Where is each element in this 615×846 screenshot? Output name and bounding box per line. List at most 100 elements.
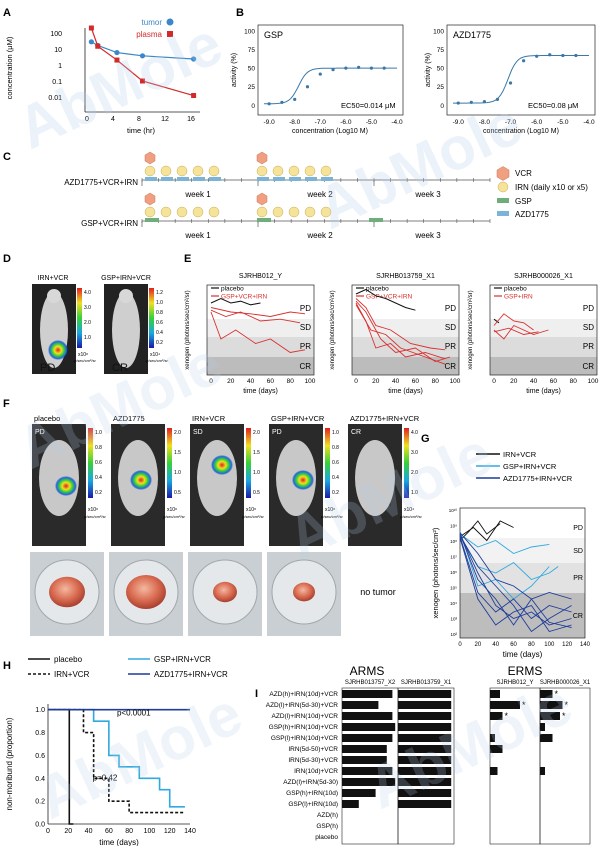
c-azd-dose	[193, 177, 205, 181]
e-treated-line	[493, 324, 549, 340]
i-bar	[398, 734, 452, 742]
c-irn-dose	[288, 165, 300, 177]
i-bar	[540, 712, 560, 720]
f-scale-tick: 0.6	[332, 460, 339, 466]
e-zone-pr	[490, 337, 597, 357]
b-gsp-xtick: -7.0	[315, 119, 327, 126]
c-irn-dose	[272, 165, 284, 177]
g-legend-label: AZD1775+IRN+VCR	[503, 474, 573, 483]
b-azd-xtick: -7.0	[505, 119, 517, 126]
c-irn-dose	[144, 206, 156, 218]
h-xtick: 20	[64, 828, 72, 835]
i-bar	[398, 701, 452, 709]
i-star: *	[505, 711, 509, 721]
b-gsp-ytick: 100	[244, 29, 255, 36]
c-irn-dose	[304, 206, 316, 218]
panel-i-label: I	[255, 688, 258, 700]
b-azd-fit-curve	[453, 55, 589, 104]
b-gsp-xtick: -6.0	[340, 119, 352, 126]
e-treated-line	[493, 327, 539, 335]
panel-b-azd-chart: AZD1775 EC50=0.08 μM activity (%) concen…	[425, 24, 596, 135]
h-ytick: 0.8	[35, 730, 45, 737]
a-point-tumor	[191, 56, 197, 62]
panel-i-charts: AZD(h)+IRN(10d)+VCR AZD(l)+IRN(5d-30)+VCR…	[266, 680, 591, 845]
h-ytick: 1.0	[35, 707, 45, 714]
i-bar	[490, 734, 495, 742]
f-response: CR	[351, 429, 361, 436]
c-irn-dose	[320, 206, 332, 218]
i-frame	[539, 687, 591, 845]
f-scale-tick: 2.0	[411, 470, 418, 476]
e-ylabel: xenogen (photons/sec/cm²/sr)	[468, 290, 474, 369]
e-xtick: 0	[354, 378, 358, 385]
i-bar	[398, 690, 452, 698]
a-ytick: 0.1	[52, 79, 62, 86]
e-xtick: 40	[247, 378, 255, 385]
e-xtick: 100	[588, 378, 599, 385]
c-week3: week 3	[414, 190, 441, 199]
i-row-label: AZD(l)+IRN(5d-30)+VCR	[266, 702, 339, 709]
b-azd-xtick: -6.0	[531, 119, 543, 126]
g-xtick: 40	[492, 642, 499, 648]
panel-b-label: B	[236, 7, 244, 19]
g-xtick: 100	[544, 642, 555, 648]
e-xlabel: time (days)	[243, 388, 278, 395]
panel-e-charts: SJRHB012_YplaceboGSP+VCR+IRNPDSDPRCRxeno…	[185, 273, 599, 395]
e-zone-label: PD	[300, 304, 311, 313]
i-row-label: AZD(h)	[317, 812, 338, 819]
e-xtick: 100	[305, 378, 316, 385]
i-row-label: IRN(5d-30)+VCR	[288, 757, 338, 764]
i-row-label: GSP(l)+IRN(10d)	[288, 801, 338, 808]
g-tumor-line	[459, 533, 572, 629]
b-gsp-xtick: -5.0	[366, 119, 378, 126]
a-point-tumor	[114, 49, 120, 56]
i-bar	[342, 800, 359, 808]
i-row-label: AZD(l)+IRN(5d-30)	[283, 779, 338, 786]
b-azd-ylabel: activity (%)	[425, 53, 432, 87]
h-xtick: 80	[125, 828, 133, 835]
c-irn-dose	[176, 206, 188, 218]
f-signal	[211, 455, 233, 475]
f-scale-tick: 4.0	[411, 430, 418, 436]
g-legend-label: GSP+IRN+VCR	[503, 462, 557, 471]
i-panel-title: SJRHB013759_X1	[401, 680, 452, 686]
c-azd-dose	[209, 177, 221, 181]
g-ytick: 10¹⁰	[449, 508, 458, 513]
f-mouse-body	[39, 440, 79, 516]
watermark: AbMole	[7, 9, 232, 161]
b-gsp-point	[267, 102, 271, 106]
i-panel-title: SJRHB000026_X1	[540, 680, 591, 686]
e-xtick: 20	[227, 378, 235, 385]
c-legend-azd-marker	[497, 211, 509, 216]
i-star: *	[565, 700, 569, 710]
c-legend-vcr: VCR	[515, 169, 532, 178]
panel-d-images: IRN+VCR GSP+IRN+VCR PD 4.0 3.0 2.0 1.0 x…	[32, 275, 168, 374]
i-row-label: AZD(l)+IRN(10d)+VCR	[272, 713, 339, 720]
g-tumor-line	[459, 520, 514, 542]
b-gsp-ec50: EC50=0.014 μM	[341, 101, 396, 110]
e-xtick: 60	[267, 378, 275, 385]
b-azd-point	[482, 99, 486, 104]
f-tumor	[213, 581, 237, 603]
i-bar	[398, 756, 452, 764]
d-right-scale: 0.8	[156, 310, 163, 316]
i-star: *	[555, 689, 559, 699]
c-irn-dose	[160, 165, 172, 177]
c-azd-dose	[289, 177, 301, 181]
b-gsp-title: GSP	[264, 30, 283, 40]
i-bar	[490, 745, 503, 753]
e-plot-title: SJRHB013759_X1	[376, 273, 435, 280]
f-scale-tick: 0.2	[332, 490, 339, 496]
a-xtick: 12	[161, 116, 169, 123]
e-frame	[489, 284, 598, 376]
a-point-plasma	[114, 57, 120, 63]
d-right-scale: 0.6	[156, 320, 163, 326]
f-tumor	[126, 575, 166, 609]
i-group-arms: ARMS	[350, 664, 385, 678]
e-xtick: 20	[372, 378, 380, 385]
e-placebo-line	[493, 318, 500, 324]
c-azd-dose	[305, 177, 317, 181]
e-zone-label: SD	[583, 323, 594, 332]
